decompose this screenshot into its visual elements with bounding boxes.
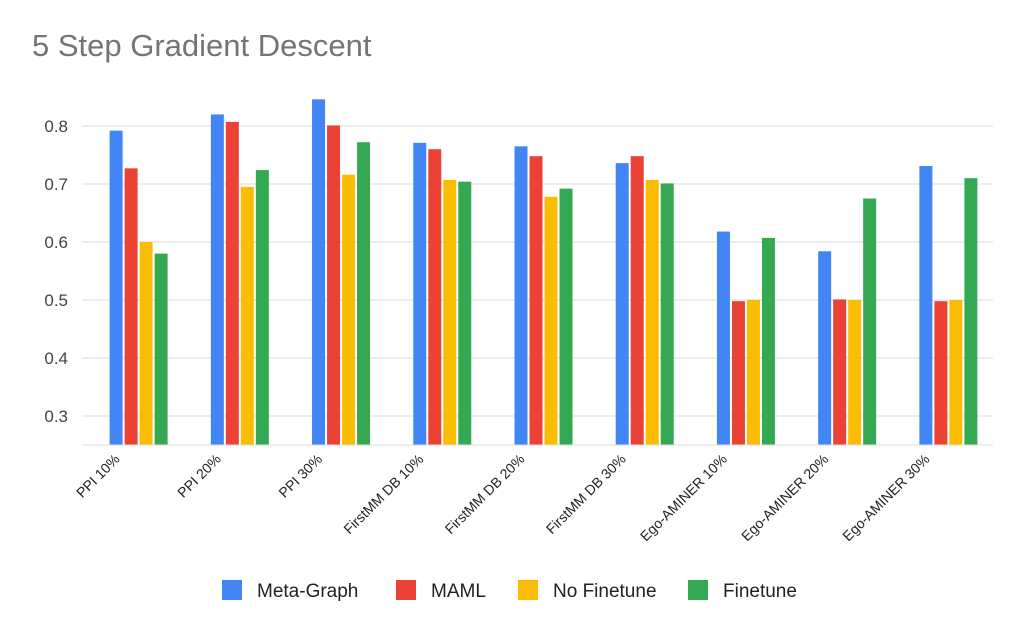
bar-finetune-ego-aminer-30 bbox=[964, 178, 978, 445]
bar-finetune-firstmm-db-30 bbox=[660, 183, 674, 446]
chart-title: 5 Step Gradient Descent bbox=[32, 28, 372, 63]
legend-swatch-no-finetune bbox=[518, 580, 538, 600]
x-axis-ticks: PPI 10% PPI 20% PPI 30% FirstMM DB 10% First… bbox=[73, 451, 933, 544]
bar-no-finetune-ego-aminer-20 bbox=[848, 300, 862, 445]
x-tick-label: Ego-AMINER 30% bbox=[839, 451, 932, 544]
legend-swatch-maml bbox=[396, 580, 416, 600]
bar-no-finetune-ego-aminer-10 bbox=[746, 300, 760, 445]
bar-finetune-ego-aminer-20 bbox=[863, 198, 877, 445]
bar-maml-ppi-10 bbox=[124, 168, 138, 445]
bar-maml-ego-aminer-30 bbox=[934, 301, 948, 445]
y-tick-label: 0.6 bbox=[44, 233, 68, 252]
bar-maml-firstmm-db-20 bbox=[529, 156, 543, 445]
bars bbox=[109, 99, 978, 446]
bar-no-finetune-ppi-30 bbox=[342, 174, 356, 445]
bar-finetune-ppi-20 bbox=[255, 170, 269, 445]
bar-meta-graph-ego-aminer-20 bbox=[818, 251, 832, 445]
y-tick-label: 0.7 bbox=[44, 175, 68, 194]
y-axis-ticks: 0.3 0.4 0.5 0.6 0.7 0.8 bbox=[44, 117, 68, 426]
bar-no-finetune-firstmm-db-30 bbox=[645, 179, 659, 445]
legend-swatch-meta-graph bbox=[222, 580, 242, 600]
x-tick-label: PPI 30% bbox=[275, 451, 325, 501]
bar-meta-graph-firstmm-db-30 bbox=[615, 163, 629, 445]
bar-finetune-ego-aminer-10 bbox=[761, 237, 775, 445]
y-tick-label: 0.8 bbox=[44, 117, 68, 136]
x-tick-label: FirstMM DB 10% bbox=[340, 451, 426, 537]
bar-finetune-firstmm-db-10 bbox=[458, 181, 472, 445]
bar-finetune-ppi-30 bbox=[357, 142, 371, 446]
bar-meta-graph-ppi-10 bbox=[109, 130, 123, 445]
x-tick-label: PPI 20% bbox=[174, 451, 224, 501]
x-tick-label: Ego-AMINER 20% bbox=[738, 451, 831, 544]
x-tick-label: PPI 10% bbox=[73, 451, 123, 501]
bar-meta-graph-ego-aminer-30 bbox=[919, 166, 933, 445]
bar-no-finetune-firstmm-db-20 bbox=[544, 196, 558, 445]
bar-maml-firstmm-db-10 bbox=[428, 149, 442, 445]
bar-maml-ego-aminer-20 bbox=[833, 299, 847, 445]
bar-maml-ppi-30 bbox=[327, 125, 341, 446]
y-tick-label: 0.3 bbox=[44, 407, 68, 426]
legend-label-meta-graph: Meta-Graph bbox=[257, 581, 358, 602]
bar-no-finetune-firstmm-db-10 bbox=[443, 179, 457, 445]
x-tick-label: FirstMM DB 30% bbox=[543, 451, 629, 537]
x-tick-label: FirstMM DB 20% bbox=[441, 451, 527, 537]
bar-finetune-firstmm-db-20 bbox=[559, 188, 573, 445]
y-tick-label: 0.4 bbox=[44, 349, 68, 368]
bar-meta-graph-firstmm-db-20 bbox=[514, 146, 528, 446]
x-tick-label: Ego-AMINER 10% bbox=[637, 451, 730, 544]
legend-swatch-finetune bbox=[688, 580, 708, 600]
bar-maml-firstmm-db-30 bbox=[630, 156, 644, 445]
bar-meta-graph-firstmm-db-10 bbox=[413, 142, 427, 445]
bar-finetune-ppi-10 bbox=[154, 253, 168, 445]
bar-maml-ego-aminer-10 bbox=[731, 301, 745, 445]
legend-label-no-finetune: No Finetune bbox=[553, 581, 657, 602]
bar-no-finetune-ego-aminer-30 bbox=[949, 300, 963, 445]
legend: Meta-Graph MAML No Finetune Finetune bbox=[222, 580, 797, 602]
bar-no-finetune-ppi-20 bbox=[240, 186, 254, 445]
bar-meta-graph-ego-aminer-10 bbox=[716, 231, 730, 445]
y-tick-label: 0.5 bbox=[44, 291, 68, 310]
bar-meta-graph-ppi-30 bbox=[312, 99, 326, 445]
bar-maml-ppi-20 bbox=[225, 121, 239, 445]
bar-meta-graph-ppi-20 bbox=[210, 114, 224, 446]
bar-no-finetune-ppi-10 bbox=[139, 242, 153, 445]
legend-label-maml: MAML bbox=[431, 581, 486, 602]
legend-label-finetune: Finetune bbox=[723, 581, 797, 602]
